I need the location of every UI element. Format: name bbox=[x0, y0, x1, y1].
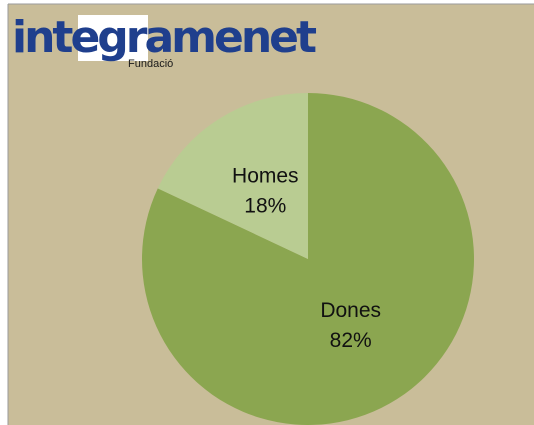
slice-category: Dones bbox=[320, 299, 381, 322]
slice-value: 18% bbox=[244, 194, 286, 217]
logo-highlight bbox=[78, 15, 148, 61]
slice-category: Homes bbox=[232, 164, 299, 187]
logo: integramenet bbox=[12, 12, 317, 63]
pie-slice bbox=[157, 93, 308, 259]
pie bbox=[142, 93, 475, 425]
slice-value: 82% bbox=[330, 329, 372, 352]
pie-slice bbox=[142, 93, 475, 425]
logo-subtitle: Fundació bbox=[128, 58, 173, 70]
